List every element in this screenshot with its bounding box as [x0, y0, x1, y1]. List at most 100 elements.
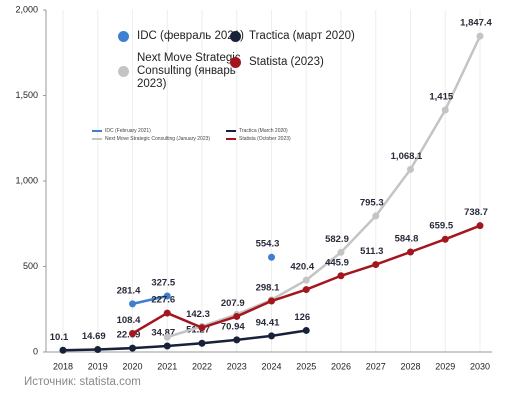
point — [407, 165, 414, 173]
y-tick-label: 2,000 — [15, 4, 38, 14]
point — [163, 292, 171, 300]
point — [476, 32, 484, 40]
value-label: 227.6 — [151, 295, 175, 306]
point — [337, 248, 345, 256]
value-label: 126 — [294, 312, 310, 323]
value-label: 659.5 — [429, 221, 453, 232]
value-label: 51.27 — [186, 325, 210, 336]
series-line — [62, 329, 307, 352]
x-tick-label: 2020 — [122, 361, 142, 371]
point — [407, 248, 414, 256]
value-label: 70.94 — [221, 321, 245, 332]
point — [163, 309, 171, 317]
value-label: 420.4 — [290, 262, 314, 273]
value-label: 1,847.4 — [460, 18, 492, 29]
inner-legend-label: IDC (February 2021) — [105, 128, 151, 134]
legend-label: Statista (2023) — [249, 56, 324, 68]
value-label: 94.41 — [256, 317, 280, 328]
inner-legend-label: Tractica (March 2020) — [239, 128, 288, 134]
value-label: 582.9 — [325, 234, 349, 245]
value-label: 1,068.1 — [391, 151, 423, 162]
legend-label: Tractica (март 2020) — [249, 30, 355, 42]
x-tick-label: 2021 — [157, 361, 177, 371]
value-label: 10.1 — [50, 332, 69, 343]
inner-legend-label: Next Move Strategic Consulting (January … — [105, 136, 211, 142]
value-label: 511.3 — [360, 246, 383, 257]
inner-legend-swatch — [92, 130, 102, 132]
x-tick-label: 2029 — [435, 361, 455, 371]
x-tick-label: 2025 — [296, 361, 316, 371]
point — [129, 344, 136, 352]
inner-legend-swatch — [226, 138, 236, 140]
value-label: 738.7 — [464, 207, 488, 218]
point — [268, 253, 275, 261]
inner-legend-item: Tractica (March 2020) — [226, 128, 288, 134]
value-label: 34.87 — [151, 328, 175, 339]
value-label: 142.3 — [186, 309, 210, 320]
legend-swatch — [118, 31, 129, 42]
x-tick-label: 2022 — [192, 361, 212, 371]
legend-label: IDC (февраль 2021) — [137, 30, 244, 42]
legend-swatch — [230, 57, 241, 68]
value-label: 795.3 — [360, 198, 384, 209]
value-label: 584.8 — [395, 234, 419, 245]
inner-legend-label: Statista (October 2023) — [239, 136, 291, 142]
point — [94, 345, 102, 353]
value-label: 1,415 — [429, 92, 453, 103]
value-label: 108.4 — [117, 315, 141, 326]
point — [302, 326, 310, 334]
inner-legend-item: Next Move Strategic Consulting (January … — [92, 136, 210, 142]
series-line — [166, 35, 482, 339]
x-tick-label: 2018 — [53, 361, 73, 371]
y-tick-label: 1,000 — [15, 175, 38, 185]
legend-swatch — [230, 31, 241, 42]
inner-legend-item: IDC (February 2021) — [92, 128, 151, 134]
point — [233, 336, 241, 344]
point — [198, 324, 206, 332]
x-tick-label: 2026 — [331, 361, 351, 371]
point — [163, 342, 171, 350]
value-label: 554.3 — [256, 239, 280, 250]
value-label: 298.1 — [256, 283, 280, 294]
point — [372, 261, 380, 269]
point — [233, 312, 241, 320]
point — [129, 329, 136, 337]
value-label: 281.4 — [117, 285, 141, 296]
x-tick-label: 2019 — [88, 361, 108, 371]
legend-item: IDC (февраль 2021) — [118, 30, 257, 43]
point — [441, 106, 449, 114]
x-tick-label: 2027 — [366, 361, 386, 371]
x-tick-label: 2023 — [227, 361, 247, 371]
point — [198, 339, 206, 347]
point — [302, 276, 310, 284]
series-line — [132, 294, 168, 306]
legend-item: Statista (2023) — [230, 56, 369, 69]
value-label: 14.69 — [82, 331, 106, 342]
point — [163, 333, 171, 341]
y-tick-label: 1,500 — [15, 90, 38, 100]
value-label: 327.5 — [151, 278, 175, 289]
legend-label: Next Move Strategic Consulting (январь 2… — [137, 52, 241, 90]
inner-legend-swatch — [92, 138, 102, 140]
point — [59, 346, 67, 354]
value-label: 445.9 — [325, 257, 349, 268]
inner-legend-swatch — [226, 130, 236, 132]
y-tick-label: 0 — [33, 346, 38, 356]
x-tick-label: 2028 — [400, 361, 420, 371]
value-label: 207.9 — [221, 298, 245, 309]
point — [372, 212, 380, 220]
point — [268, 297, 275, 305]
source: Источник: statista.com — [24, 376, 141, 388]
legend-swatch — [118, 66, 129, 77]
point — [337, 272, 345, 280]
x-tick-label: 2030 — [470, 361, 490, 371]
x-tick-label: 2024 — [261, 361, 281, 371]
point — [129, 300, 136, 308]
point — [302, 286, 310, 294]
inner-legend-item: Statista (October 2023) — [226, 136, 291, 142]
legend-item: Next Move Strategic Consulting (январь 2… — [118, 52, 257, 91]
legend-item: Tractica (март 2020) — [230, 30, 369, 43]
point — [441, 235, 449, 243]
point — [268, 332, 275, 340]
